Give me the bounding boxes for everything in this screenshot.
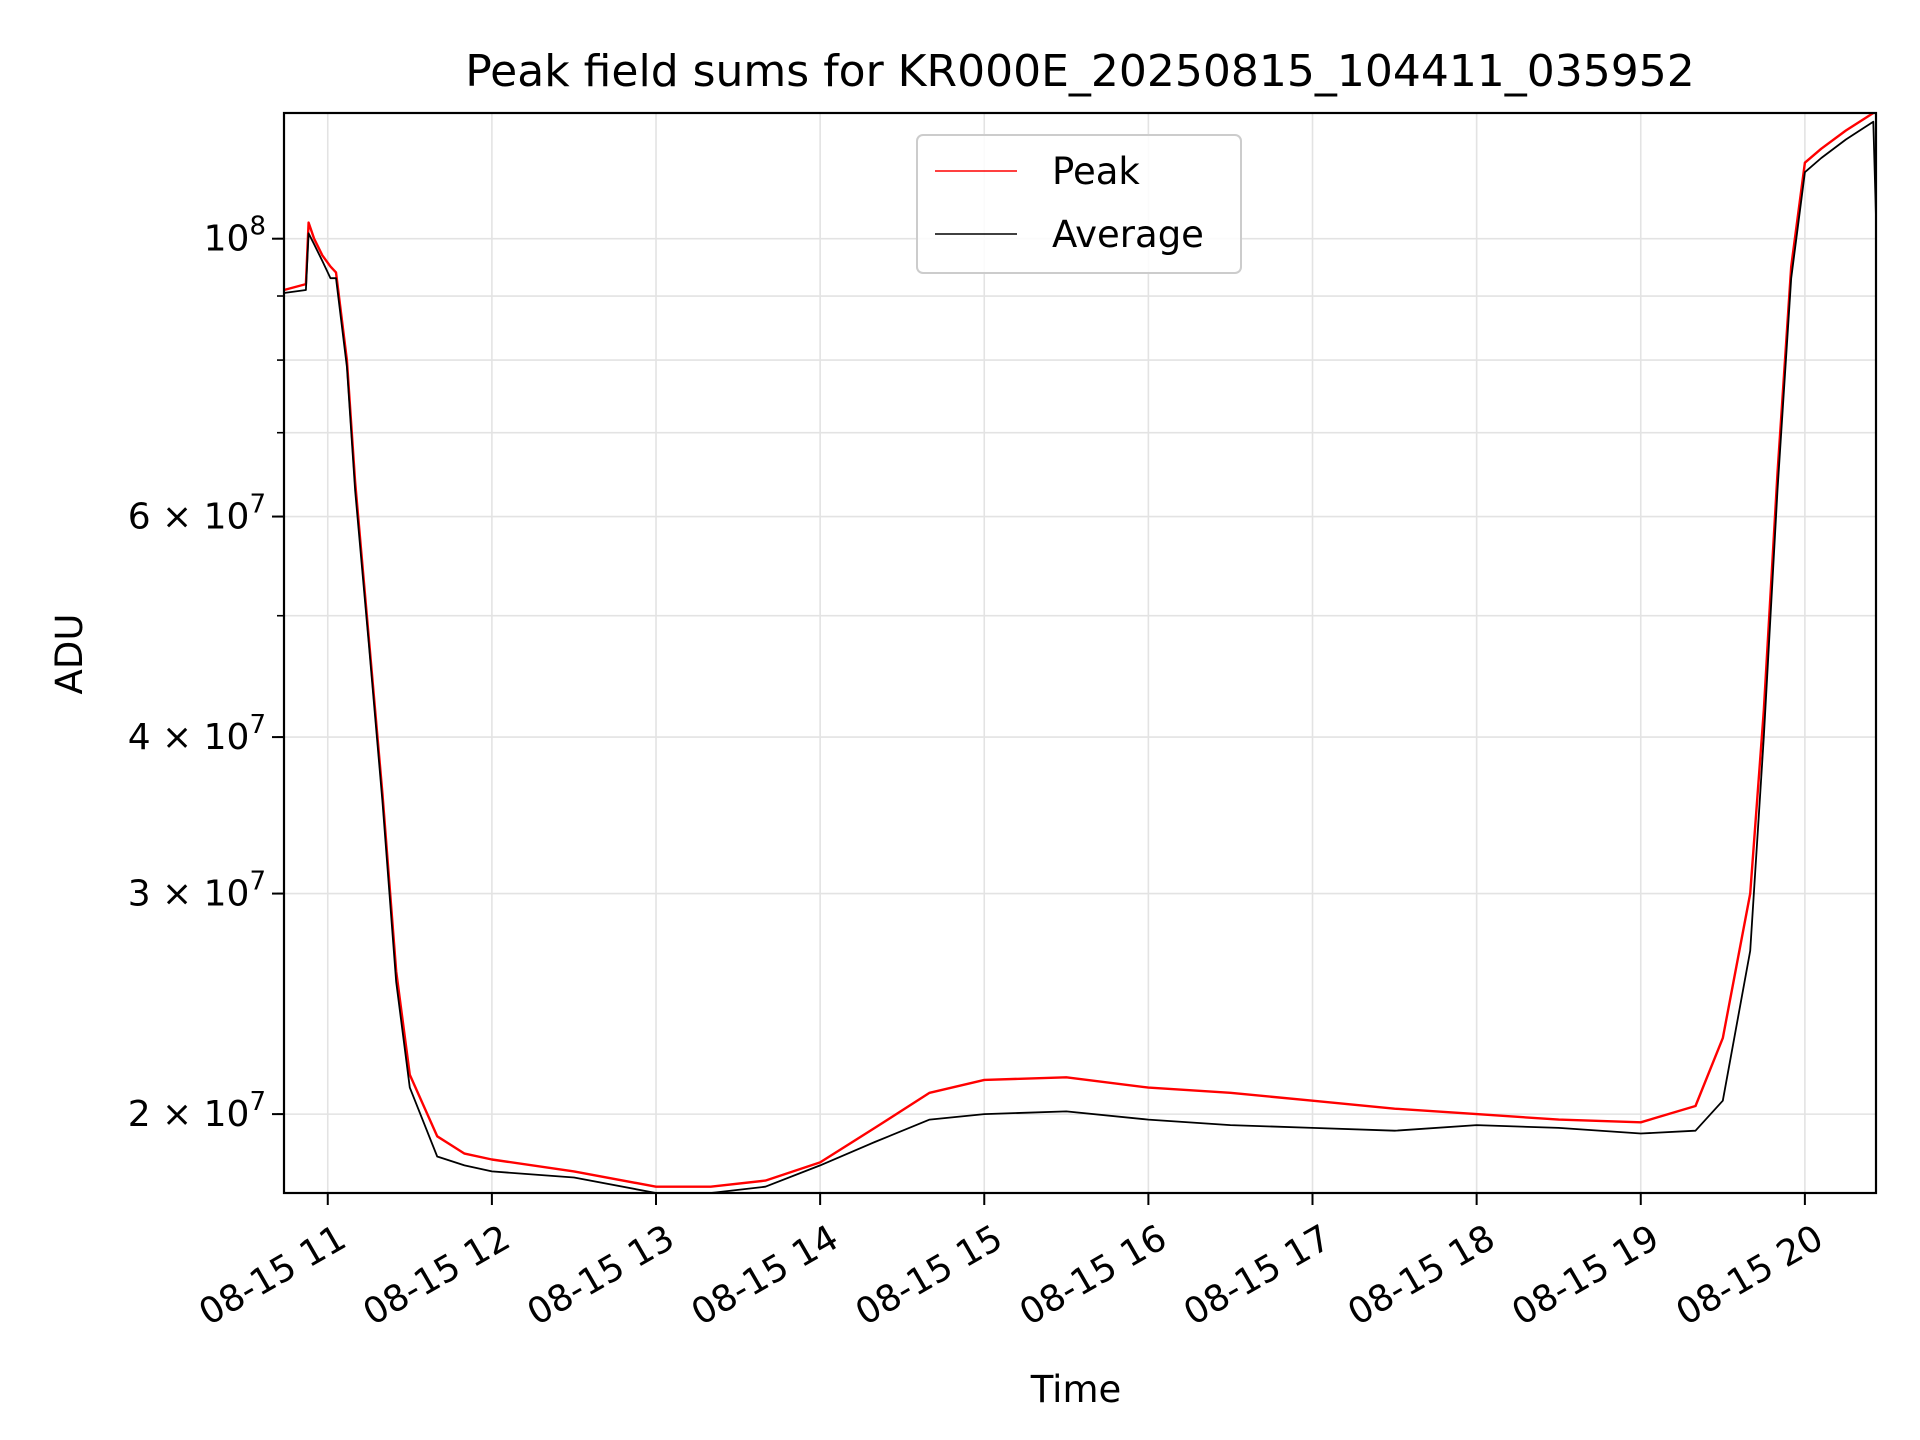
chart-title: Peak field sums for KR000E_20250815_1044… (465, 46, 1695, 97)
legend: Peak Average (916, 134, 1242, 274)
grid (284, 113, 1876, 1193)
y-axis-label: ADU (48, 614, 91, 695)
y-tick-label: 2 × 107 (128, 1087, 266, 1135)
series-group (283, 111, 1877, 1194)
y-tick-label: 4 × 107 (128, 710, 266, 758)
series-line-average (283, 120, 1877, 1194)
y-tick-label: 3 × 107 (128, 867, 266, 915)
legend-box (916, 134, 1242, 274)
y-tick-label: 108 (204, 212, 266, 260)
x-axis-label: Time (1030, 1368, 1122, 1411)
plot-frame (282, 111, 1878, 1195)
y-axis: 108 6 × 107 4 × 107 3 × 107 2 × 107 (128, 212, 284, 1135)
legend-label-peak: Peak (1052, 150, 1140, 193)
legend-label-average: Average (1052, 213, 1204, 256)
y-tick-label: 6 × 107 (128, 490, 266, 538)
